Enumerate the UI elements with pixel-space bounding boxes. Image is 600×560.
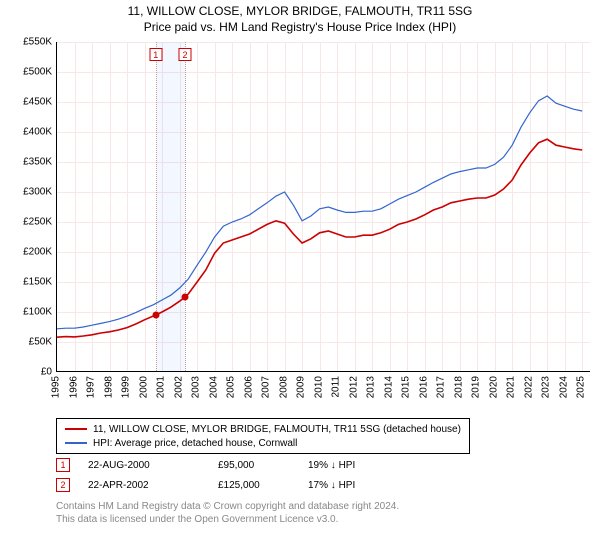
sale-dot-1 bbox=[152, 312, 159, 319]
x-tick-label: 2018 bbox=[453, 376, 464, 398]
series-line-hpi bbox=[57, 96, 582, 329]
y-tick-label: £250K bbox=[23, 217, 52, 228]
x-tick-label: 1997 bbox=[86, 376, 97, 398]
sale-badge-1: 1 bbox=[56, 458, 70, 472]
sale-price-2: £125,000 bbox=[218, 480, 308, 491]
legend-row-hpi: HPI: Average price, detached house, Corn… bbox=[65, 436, 461, 450]
y-tick-label: £400K bbox=[23, 127, 52, 138]
y-tick-label: £450K bbox=[23, 97, 52, 108]
x-tick-label: 2024 bbox=[558, 376, 569, 398]
chart-container: 11, WILLOW CLOSE, MYLOR BRIDGE, FALMOUTH… bbox=[0, 0, 600, 560]
sale-dot-2 bbox=[181, 294, 188, 301]
y-tick-label: £100K bbox=[23, 307, 52, 318]
x-axis: 1995199619971998199920002001200220032004… bbox=[56, 372, 590, 412]
sale-price-1: £95,000 bbox=[218, 460, 308, 471]
x-tick-label: 2010 bbox=[313, 376, 324, 398]
sale-pct-2: 17% ↓ HPI bbox=[308, 480, 418, 491]
y-tick-label: £300K bbox=[23, 187, 52, 198]
y-tick-label: £50K bbox=[29, 337, 52, 348]
x-tick-label: 2003 bbox=[191, 376, 202, 398]
sale-marker-badge-2: 2 bbox=[178, 48, 191, 61]
sale-date-2: 22-APR-2002 bbox=[88, 480, 218, 491]
legend-swatch-hpi bbox=[65, 442, 87, 444]
x-tick-label: 2011 bbox=[331, 376, 342, 398]
x-tick-label: 2023 bbox=[541, 376, 552, 398]
title-block: 11, WILLOW CLOSE, MYLOR BRIDGE, FALMOUTH… bbox=[0, 0, 600, 34]
sale-marker-badge-1: 1 bbox=[149, 48, 162, 61]
series-svg bbox=[57, 42, 591, 372]
y-tick-label: £550K bbox=[23, 37, 52, 48]
y-tick-label: £200K bbox=[23, 247, 52, 258]
x-tick-label: 1999 bbox=[121, 376, 132, 398]
x-tick-label: 2005 bbox=[226, 376, 237, 398]
x-tick-label: 2017 bbox=[436, 376, 447, 398]
x-tick-label: 2016 bbox=[418, 376, 429, 398]
x-tick-label: 2020 bbox=[488, 376, 499, 398]
x-tick-label: 2015 bbox=[401, 376, 412, 398]
series-line-property bbox=[57, 139, 582, 337]
legend-row-property: 11, WILLOW CLOSE, MYLOR BRIDGE, FALMOUTH… bbox=[65, 422, 461, 436]
x-tick-label: 1998 bbox=[103, 376, 114, 398]
x-tick-label: 2025 bbox=[576, 376, 587, 398]
x-tick-label: 2000 bbox=[138, 376, 149, 398]
sale-date-1: 22-AUG-2000 bbox=[88, 460, 218, 471]
legend: 11, WILLOW CLOSE, MYLOR BRIDGE, FALMOUTH… bbox=[56, 418, 470, 454]
sale-badge-2: 2 bbox=[56, 478, 70, 492]
x-tick-label: 2006 bbox=[243, 376, 254, 398]
sale-pct-1: 19% ↓ HPI bbox=[308, 460, 418, 471]
chart-area: £0£50K£100K£150K£200K£250K£300K£350K£400… bbox=[10, 42, 590, 412]
plot-area: 12 bbox=[56, 42, 590, 372]
x-tick-label: 2019 bbox=[471, 376, 482, 398]
title-subtitle: Price paid vs. HM Land Registry's House … bbox=[0, 20, 600, 34]
footer: Contains HM Land Registry data © Crown c… bbox=[56, 500, 399, 526]
footer-line1: Contains HM Land Registry data © Crown c… bbox=[56, 500, 399, 513]
x-tick-label: 2001 bbox=[156, 376, 167, 398]
x-tick-label: 2021 bbox=[506, 376, 517, 398]
y-axis: £0£50K£100K£150K£200K£250K£300K£350K£400… bbox=[10, 42, 56, 372]
x-tick-label: 2002 bbox=[173, 376, 184, 398]
sales-table: 1 22-AUG-2000 £95,000 19% ↓ HPI 2 22-APR… bbox=[56, 455, 418, 495]
x-tick-label: 2012 bbox=[348, 376, 359, 398]
x-tick-label: 2009 bbox=[296, 376, 307, 398]
legend-label-hpi: HPI: Average price, detached house, Corn… bbox=[93, 438, 297, 449]
x-tick-label: 1996 bbox=[68, 376, 79, 398]
x-tick-label: 2007 bbox=[261, 376, 272, 398]
x-tick-label: 1995 bbox=[51, 376, 62, 398]
legend-label-property: 11, WILLOW CLOSE, MYLOR BRIDGE, FALMOUTH… bbox=[93, 424, 461, 435]
x-tick-label: 2008 bbox=[278, 376, 289, 398]
legend-swatch-property bbox=[65, 428, 87, 430]
sale-row-2: 2 22-APR-2002 £125,000 17% ↓ HPI bbox=[56, 475, 418, 495]
footer-line2: This data is licensed under the Open Gov… bbox=[56, 513, 399, 526]
x-tick-label: 2022 bbox=[523, 376, 534, 398]
x-tick-label: 2014 bbox=[383, 376, 394, 398]
y-tick-label: £500K bbox=[23, 67, 52, 78]
x-tick-label: 2013 bbox=[366, 376, 377, 398]
sale-row-1: 1 22-AUG-2000 £95,000 19% ↓ HPI bbox=[56, 455, 418, 475]
y-tick-label: £350K bbox=[23, 157, 52, 168]
y-tick-label: £150K bbox=[23, 277, 52, 288]
x-tick-label: 2004 bbox=[208, 376, 219, 398]
title-address: 11, WILLOW CLOSE, MYLOR BRIDGE, FALMOUTH… bbox=[0, 4, 600, 18]
